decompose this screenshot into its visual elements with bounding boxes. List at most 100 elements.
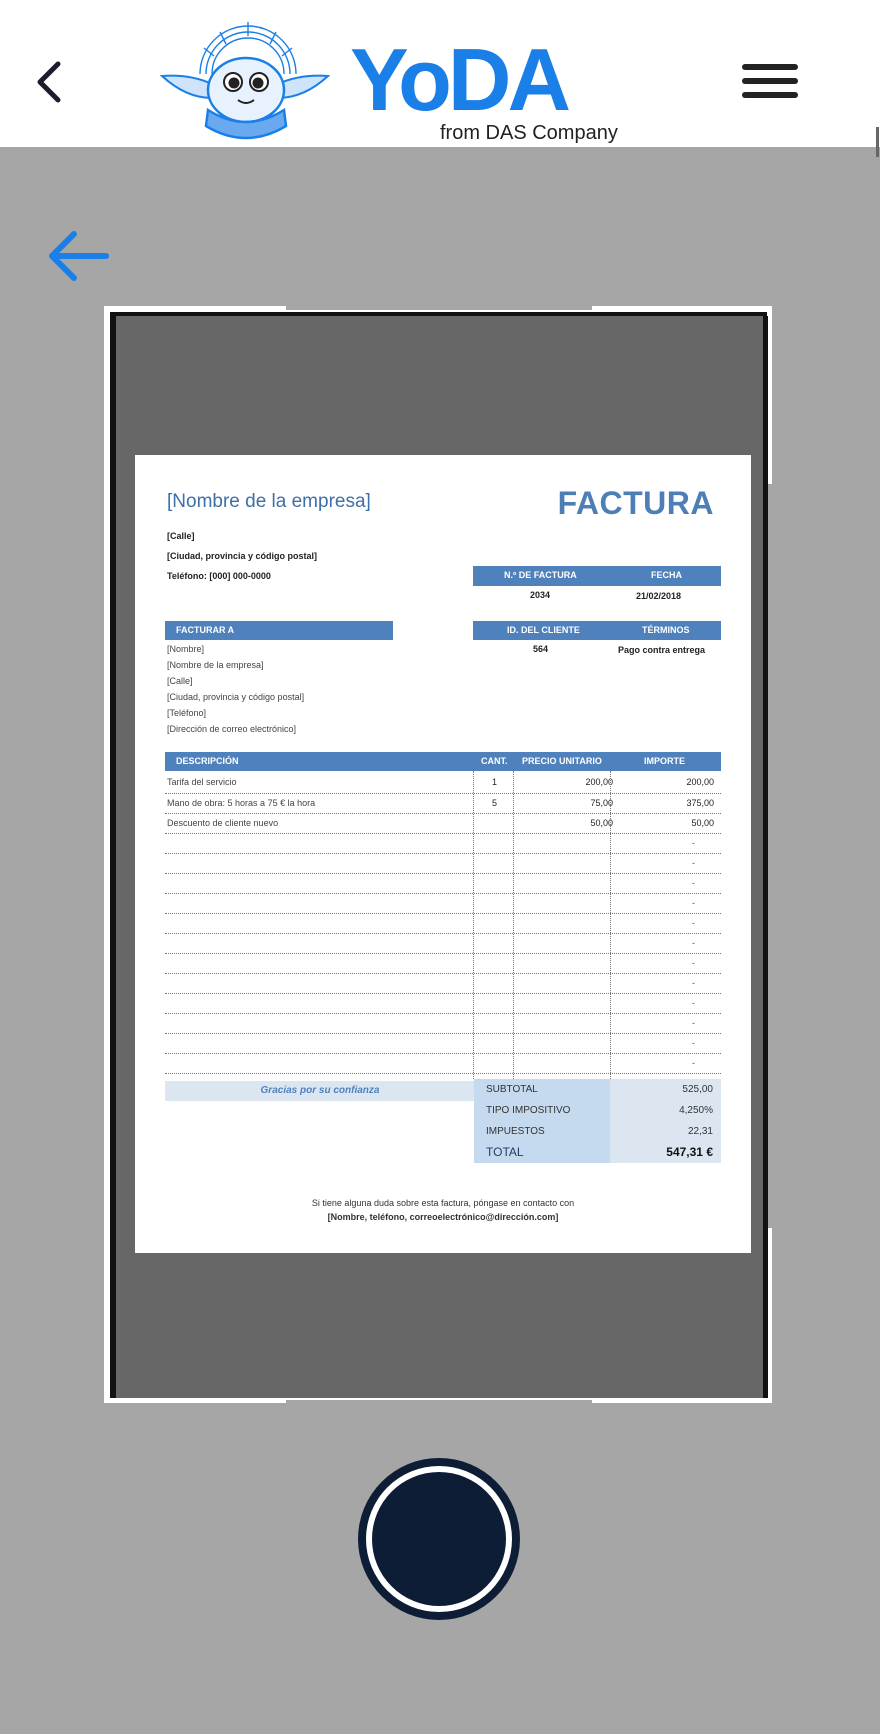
bill-to-email: [Dirección de correo electrónico] <box>167 724 297 734</box>
client-id: 564 <box>533 644 549 654</box>
items-header: DESCRIPCIÓN CANT. PRECIO UNITARIO IMPORT… <box>165 752 721 771</box>
frame-shadow-top <box>110 312 768 316</box>
empty-amount: - <box>692 998 695 1008</box>
table-col-line <box>473 771 474 1079</box>
item-1-qty: 1 <box>492 777 498 787</box>
subtotal-label: SUBTOTAL <box>474 1079 610 1100</box>
invoice-no: 2034 <box>530 590 551 600</box>
company-name: [Nombre de la empresa] <box>167 491 371 512</box>
terms-label: TÉRMINOS <box>642 625 690 635</box>
app-header: YoDA from DAS Company <box>0 0 880 147</box>
tax-rate-value: 4,250% <box>610 1100 721 1121</box>
invoice-title: FACTURA <box>557 485 714 521</box>
bill-to-phone: [Teléfono] <box>167 708 207 718</box>
bill-to-label: FACTURAR A <box>176 625 235 635</box>
shutter-core <box>372 1472 506 1606</box>
item-3-amount: 50,00 <box>691 818 714 828</box>
table-col-line <box>513 771 514 1079</box>
empty-amount: - <box>692 858 695 868</box>
item-3-desc: Descuento de cliente nuevo <box>167 818 279 828</box>
terms: Pago contra entrega <box>618 645 706 655</box>
empty-amount: - <box>692 878 695 888</box>
item-1-amount: 200,00 <box>686 777 714 787</box>
phone: Teléfono: [000] 000-0000 <box>167 571 271 581</box>
logo-wordmark: YoDA <box>350 30 571 129</box>
total-value: 547,31 € <box>610 1142 721 1163</box>
frame-edge-left <box>104 312 110 1402</box>
subtotal-value: 525,00 <box>610 1079 721 1100</box>
table-row-line <box>165 993 721 994</box>
empty-amount: - <box>692 1018 695 1028</box>
date-label: FECHA <box>651 570 682 580</box>
empty-amount: - <box>692 918 695 928</box>
invoice-meta-header: N.º DE FACTURA FECHA <box>473 566 721 586</box>
empty-amount: - <box>692 898 695 908</box>
tax-rate-label: TIPO IMPOSITIVO <box>474 1100 610 1121</box>
col-unit-price: PRECIO UNITARIO <box>522 756 602 766</box>
table-row-line <box>165 873 721 874</box>
shutter-button[interactable] <box>358 1458 520 1620</box>
arrow-left-icon[interactable] <box>46 228 112 284</box>
client-id-label: ID. DEL CLIENTE <box>507 625 580 635</box>
empty-amount: - <box>692 1058 695 1068</box>
frame-gap-right <box>768 484 772 1228</box>
table-col-line <box>610 771 611 1079</box>
item-2-desc: Mano de obra: 5 horas a 75 € la hora <box>167 798 316 808</box>
footer-contact: [Nombre, teléfono, correoelectrónico@dir… <box>327 1212 559 1222</box>
tax-value: 22,31 <box>610 1121 721 1142</box>
table-row-line <box>165 1013 721 1014</box>
col-qty: CANT. <box>481 756 508 766</box>
table-row-line <box>165 933 721 934</box>
col-description: DESCRIPCIÓN <box>176 756 239 766</box>
street: [Calle] <box>167 531 195 541</box>
item-3-unit: 50,00 <box>590 818 613 828</box>
item-1-unit: 200,00 <box>585 777 613 787</box>
table-row-line <box>165 913 721 914</box>
bill-to-city: [Ciudad, provincia y código postal] <box>167 692 305 702</box>
item-1-desc: Tarifa del servicio <box>167 777 237 787</box>
table-row-line <box>165 893 721 894</box>
footer-note: Si tiene alguna duda sobre esta factura,… <box>311 1198 575 1208</box>
empty-amount: - <box>692 838 695 848</box>
tax-label: IMPUESTOS <box>474 1121 610 1142</box>
logo-subtitle: from DAS Company <box>440 122 618 144</box>
yoda-mascot-icon <box>160 22 330 140</box>
empty-amount: - <box>692 1038 695 1048</box>
frame-shadow-right <box>763 316 768 1400</box>
frame-gap-bottom <box>286 1400 592 1403</box>
table-row-line <box>165 1053 721 1054</box>
total-label: TOTAL <box>474 1142 610 1163</box>
table-row-line <box>165 1073 721 1074</box>
invoice-no-label: N.º DE FACTURA <box>504 570 577 580</box>
item-2-amount: 375,00 <box>686 798 714 808</box>
scrollbar[interactable] <box>876 127 879 157</box>
table-row-line <box>165 813 721 814</box>
table-row-line <box>165 853 721 854</box>
invoice-date: 21/02/2018 <box>636 591 682 601</box>
table-row-line <box>165 793 721 794</box>
shutter-ring <box>366 1466 512 1612</box>
thanks-note: Gracias por su confianza <box>165 1081 475 1101</box>
item-2-unit: 75,00 <box>590 798 613 808</box>
table-row-line <box>165 953 721 954</box>
item-2-qty: 5 <box>492 798 498 808</box>
bill-to-company: [Nombre de la empresa] <box>167 660 264 670</box>
yoda-logo: YoDA from DAS Company <box>160 14 620 144</box>
table-row-line <box>165 973 721 974</box>
empty-amount: - <box>692 958 695 968</box>
table-row-line <box>165 833 721 834</box>
col-amount: IMPORTE <box>644 756 686 766</box>
bill-to-header: FACTURAR A <box>165 621 393 640</box>
empty-amount: - <box>692 938 695 948</box>
frame-shadow-left <box>110 314 116 1402</box>
chevron-left-icon[interactable] <box>30 56 70 108</box>
invoice-document: [Nombre de la empresa] FACTURA [Calle] [… <box>135 455 751 1253</box>
table-row-line <box>165 1033 721 1034</box>
bill-to-street: [Calle] <box>167 676 193 686</box>
city: [Ciudad, provincia y código postal] <box>167 551 318 561</box>
client-header: ID. DEL CLIENTE TÉRMINOS <box>473 621 721 640</box>
hamburger-menu-icon[interactable] <box>742 62 798 102</box>
bill-to-name: [Nombre] <box>167 644 205 654</box>
frame-gap-top <box>286 306 592 310</box>
empty-amount: - <box>692 978 695 988</box>
